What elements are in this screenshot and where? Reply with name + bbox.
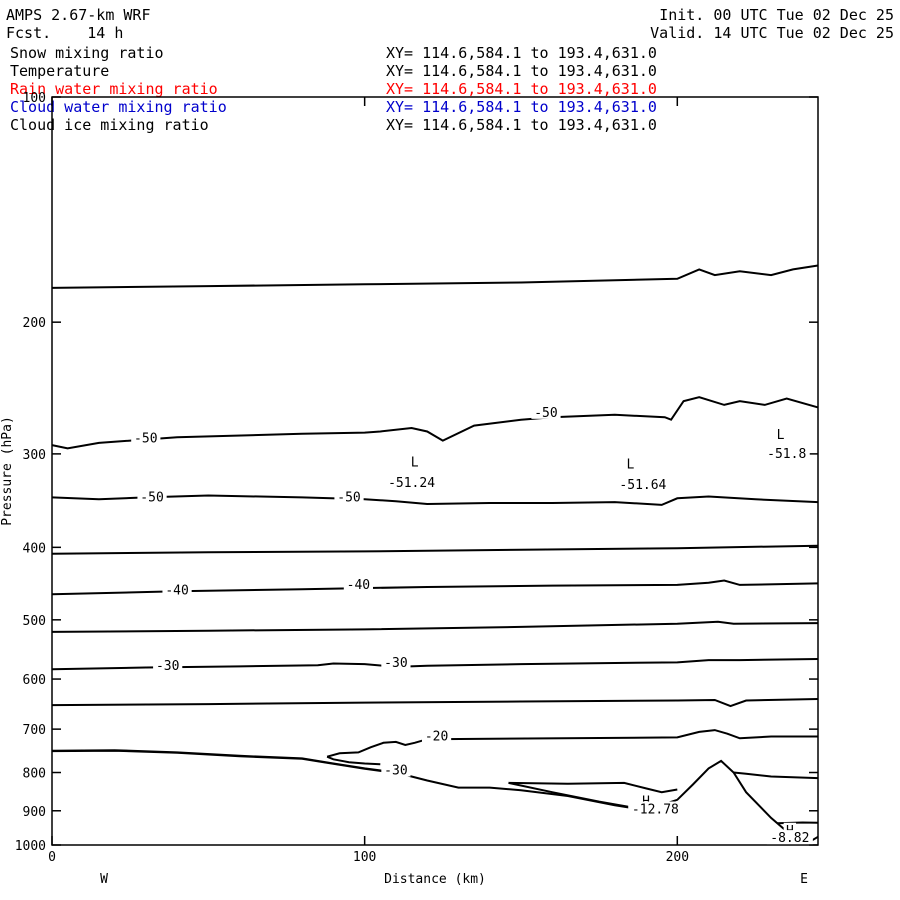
contour-label-bg	[624, 456, 637, 471]
contour-label: -50	[337, 490, 360, 505]
contour-label: -50	[534, 406, 557, 421]
contour-label-bg	[131, 430, 161, 445]
contour-label-bg	[421, 728, 452, 743]
contour-label-bg	[153, 658, 183, 673]
y-tick-label: 700	[23, 723, 46, 738]
contour-label: -51.64	[619, 478, 666, 493]
contour-label: L	[626, 458, 634, 473]
y-tick-label: 200	[23, 316, 46, 331]
y-tick-label: 600	[23, 673, 46, 688]
contour-line	[326, 729, 818, 758]
y-tick-label: 800	[23, 767, 46, 782]
contour-label: -50	[140, 490, 163, 505]
contour-label-bg	[137, 489, 167, 504]
y-axis-title: Pressure (hPa)	[0, 416, 15, 526]
field-name: Temperature	[10, 62, 110, 80]
contour-line	[51, 749, 819, 844]
y-tick-label: 100	[23, 91, 46, 106]
field-name: Rain water mixing ratio	[10, 80, 218, 98]
contour-labels: -50 -50 -50 -50 -40 -40 -30 -30 -20 -30 L -51.24 L -5…	[131, 404, 813, 846]
contour-line	[508, 781, 647, 811]
contour-label: -30	[156, 659, 179, 674]
contour-label: -51.8	[767, 447, 806, 462]
model-title: AMPS 2.67-km WRF	[6, 6, 151, 24]
contour-label-bg	[408, 454, 421, 469]
contour-line	[51, 658, 819, 671]
field-xy: XY= 114.6,584.1 to 193.4,631.0	[386, 44, 657, 62]
contour-label-bg	[774, 427, 787, 442]
contour-line	[733, 771, 819, 780]
contour-line	[326, 755, 381, 766]
forecast-hour: Fcst. 14 h	[6, 24, 124, 42]
contour-line	[508, 781, 678, 794]
x-tick-label: 0	[48, 850, 56, 865]
contour-line	[51, 698, 819, 708]
contour-label-bg	[763, 446, 810, 461]
contour-line	[51, 579, 819, 596]
field-xy: XY= 114.6,584.1 to 193.4,631.0	[386, 98, 657, 116]
contour-label: -40	[347, 578, 370, 593]
contour-label-bg	[615, 476, 671, 491]
contour-label: -30	[384, 656, 407, 671]
contour-label: L	[411, 456, 419, 471]
y-tick-label: 900	[23, 805, 46, 820]
y-tick-label: 500	[23, 614, 46, 629]
contour-label: -50	[134, 432, 157, 447]
contour-line	[51, 396, 819, 450]
contour-label-bg	[334, 489, 364, 504]
contour-label: -12.78	[632, 802, 679, 817]
x-tick-label: 100	[353, 850, 376, 865]
x-tick-label: 200	[666, 850, 689, 865]
y-tick-label: 400	[23, 541, 46, 556]
contour-label: -40	[165, 584, 188, 599]
contour-label-bg	[343, 577, 373, 592]
plot-frame	[51, 96, 819, 846]
contour-line	[51, 494, 819, 506]
contour-lines	[51, 264, 819, 844]
field-name: Cloud water mixing ratio	[10, 98, 227, 116]
contour-label: -8.82	[770, 831, 809, 846]
contour-line	[777, 821, 819, 825]
contour-line	[51, 620, 819, 633]
field-name: Snow mixing ratio	[10, 44, 164, 62]
field-name: Cloud ice mixing ratio	[10, 116, 209, 134]
east-label: E	[800, 872, 808, 887]
contour-label: -30	[384, 764, 407, 779]
contour-label-bg	[162, 582, 192, 597]
contour-label: -20	[425, 729, 448, 744]
contour-line	[51, 544, 819, 555]
contour-label: L	[777, 428, 785, 443]
y-tick-label: 300	[23, 448, 46, 463]
y-tick-label: 1000	[15, 839, 46, 854]
field-xy: XY= 114.6,584.1 to 193.4,631.0	[386, 62, 657, 80]
contour-label-bg	[531, 404, 561, 419]
contour-line	[51, 749, 397, 774]
init-time: Init. 00 UTC Tue 02 Dec 25	[659, 6, 894, 24]
field-xy: XY= 114.6,584.1 to 193.4,631.0	[386, 80, 657, 98]
field-xy: XY= 114.6,584.1 to 193.4,631.0	[386, 116, 657, 134]
contour-label-bg	[381, 762, 411, 777]
contour-line	[51, 264, 819, 289]
contour-label-bg	[628, 801, 683, 816]
contour-label-bg	[766, 830, 813, 845]
contour-label-bg	[381, 655, 411, 670]
west-label: W	[100, 872, 108, 887]
contour-label-bg	[384, 474, 439, 489]
valid-time: Valid. 14 UTC Tue 02 Dec 25	[650, 24, 894, 42]
contour-label: -51.24	[388, 476, 435, 491]
x-axis-title: Distance (km)	[384, 872, 486, 887]
